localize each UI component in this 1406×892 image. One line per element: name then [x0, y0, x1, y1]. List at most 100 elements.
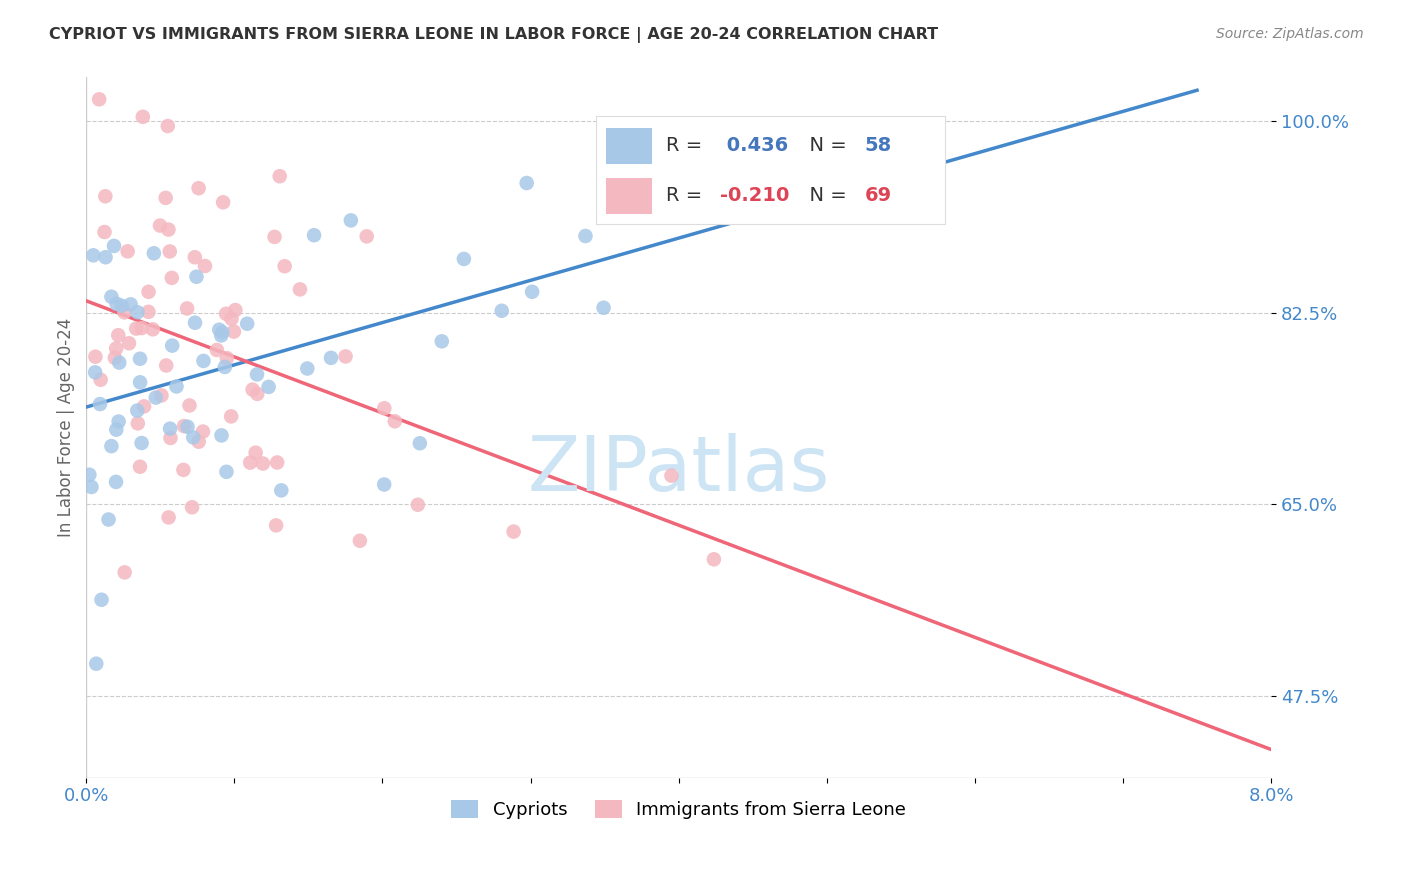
- Point: [187, 434, 209, 449]
- Y-axis label: In Labor Force | Age 20-24: In Labor Force | Age 20-24: [58, 318, 75, 537]
- Text: Source: ZipAtlas.com: Source: ZipAtlas.com: [1216, 27, 1364, 41]
- Point: [138, 305, 160, 319]
- Point: [184, 316, 207, 330]
- Point: [138, 285, 160, 299]
- Point: [132, 110, 155, 124]
- Point: [319, 351, 342, 365]
- Point: [181, 430, 204, 444]
- Point: [257, 380, 280, 394]
- Point: [84, 365, 107, 379]
- Point: [222, 325, 245, 339]
- Point: [93, 225, 115, 239]
- Point: [215, 465, 238, 479]
- Point: [215, 307, 238, 321]
- Point: [142, 246, 165, 260]
- Point: [245, 446, 267, 460]
- Point: [205, 343, 228, 357]
- Point: [181, 500, 204, 515]
- Point: [105, 423, 128, 437]
- Point: [219, 409, 242, 424]
- Point: [221, 311, 243, 326]
- Point: [155, 359, 177, 373]
- Point: [159, 422, 181, 436]
- Point: [453, 252, 475, 266]
- Point: [160, 338, 183, 352]
- Point: [90, 373, 112, 387]
- Point: [127, 403, 149, 417]
- Point: [184, 250, 207, 264]
- Point: [270, 483, 292, 498]
- Point: [118, 336, 141, 351]
- Point: [132, 400, 155, 414]
- Point: [103, 239, 125, 253]
- Point: [384, 414, 406, 428]
- Point: [117, 244, 139, 259]
- Point: [89, 92, 111, 106]
- Point: [84, 657, 107, 671]
- Point: [107, 415, 129, 429]
- Point: [105, 297, 128, 311]
- Text: ZIPatlas: ZIPatlas: [527, 433, 830, 507]
- Point: [574, 229, 596, 244]
- Point: [263, 230, 285, 244]
- Point: [430, 334, 453, 349]
- Point: [215, 351, 238, 365]
- Point: [356, 229, 378, 244]
- Point: [89, 397, 111, 411]
- Point: [211, 428, 233, 442]
- Point: [150, 388, 173, 402]
- Point: [302, 228, 325, 243]
- Point: [193, 354, 215, 368]
- Point: [125, 321, 148, 335]
- Point: [94, 250, 117, 264]
- Point: [520, 285, 543, 299]
- Point: [90, 592, 112, 607]
- Point: [373, 477, 395, 491]
- Point: [108, 356, 131, 370]
- Point: [191, 425, 214, 439]
- Point: [145, 391, 167, 405]
- Point: [100, 439, 122, 453]
- Point: [172, 463, 194, 477]
- Point: [491, 303, 513, 318]
- Point: [127, 305, 149, 319]
- Point: [246, 368, 269, 382]
- Point: [104, 351, 127, 365]
- Point: [155, 191, 177, 205]
- Point: [208, 323, 231, 337]
- Legend: Cypriots, Immigrants from Sierra Leone: Cypriots, Immigrants from Sierra Leone: [446, 795, 911, 824]
- Point: [131, 321, 153, 335]
- Point: [212, 195, 235, 210]
- Point: [129, 376, 152, 390]
- Point: [269, 169, 291, 184]
- Point: [84, 350, 107, 364]
- Point: [79, 467, 101, 482]
- Point: [266, 455, 288, 469]
- Point: [94, 189, 117, 203]
- Point: [120, 297, 142, 311]
- Point: [176, 301, 198, 316]
- Point: [100, 290, 122, 304]
- Point: [297, 361, 319, 376]
- Point: [173, 419, 195, 434]
- Point: [114, 566, 136, 580]
- Point: [187, 181, 209, 195]
- Point: [242, 383, 264, 397]
- Point: [159, 244, 181, 259]
- Point: [157, 510, 180, 524]
- Point: [179, 399, 201, 413]
- Point: [349, 533, 371, 548]
- Point: [160, 271, 183, 285]
- Text: CYPRIOT VS IMMIGRANTS FROM SIERRA LEONE IN LABOR FORCE | AGE 20-24 CORRELATION C: CYPRIOT VS IMMIGRANTS FROM SIERRA LEONE …: [49, 27, 938, 43]
- Point: [214, 359, 236, 374]
- Point: [176, 419, 198, 434]
- Point: [288, 282, 311, 296]
- Point: [340, 213, 363, 227]
- Point: [107, 328, 129, 343]
- Point: [236, 317, 259, 331]
- Point: [80, 480, 103, 494]
- Point: [129, 351, 152, 366]
- Point: [194, 259, 217, 273]
- Point: [186, 269, 208, 284]
- Point: [661, 468, 683, 483]
